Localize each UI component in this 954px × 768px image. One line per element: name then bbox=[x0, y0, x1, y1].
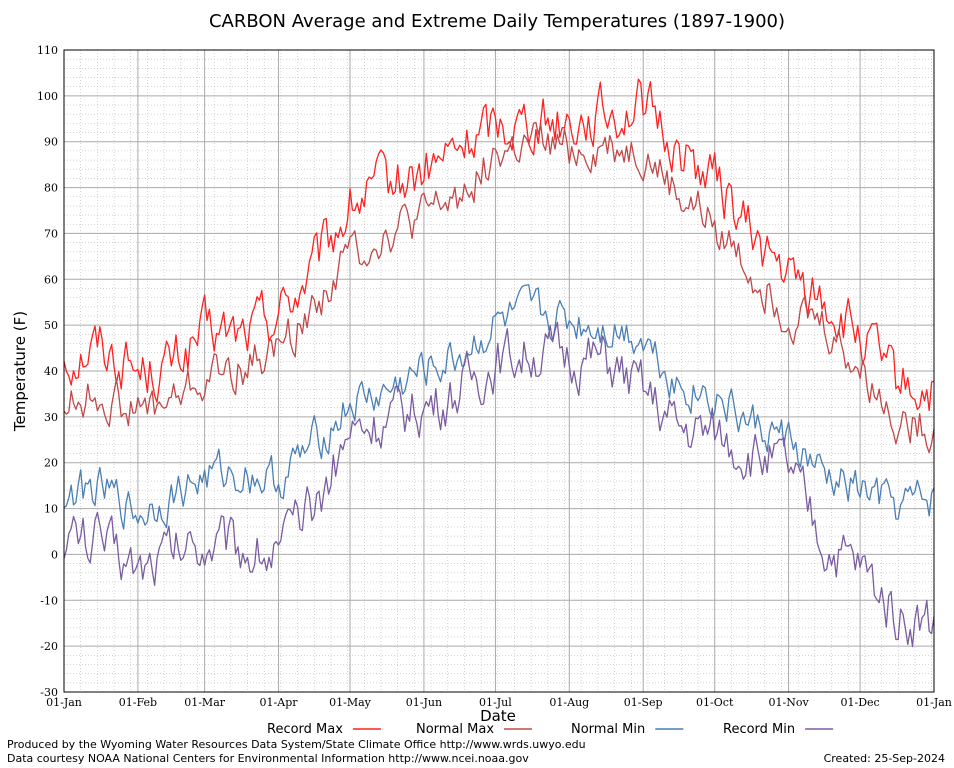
footer-created: Created: 25-Sep-2024 bbox=[824, 752, 945, 765]
y-tick-label: -10 bbox=[40, 594, 58, 607]
footer-produced-by: Produced by the Wyoming Water Resources … bbox=[7, 738, 586, 751]
x-tick-label: 01-Feb bbox=[119, 696, 157, 709]
y-tick-label: 0 bbox=[51, 548, 58, 561]
x-tick-label: 01-Dec bbox=[841, 696, 880, 709]
legend-label-normal-max: Normal Max bbox=[416, 722, 494, 737]
y-tick-label: 70 bbox=[44, 227, 58, 240]
x-tick-labels: 01-Jan 01-Feb 01-Mar 01-Apr 01-May 01-Jun 01-J… bbox=[46, 696, 952, 709]
x-tick-label: 01-Aug bbox=[549, 696, 589, 709]
y-tick-label: 10 bbox=[44, 503, 58, 516]
y-tick-label: 30 bbox=[44, 411, 58, 424]
series-line-normal-min bbox=[63, 284, 935, 530]
y-tick-label: 20 bbox=[44, 457, 58, 470]
x-tick-label: 01-Jul bbox=[479, 696, 512, 709]
x-tick-label: 01-Mar bbox=[184, 696, 226, 709]
y-tick-label: 60 bbox=[44, 273, 58, 286]
x-tick-label: 01-Apr bbox=[260, 696, 299, 709]
legend-label-record-min: Record Min bbox=[723, 722, 795, 737]
chart-title: CARBON Average and Extreme Daily Tempera… bbox=[209, 11, 785, 32]
y-tick-label: -30 bbox=[40, 686, 58, 699]
x-axis-label: Date bbox=[480, 707, 516, 725]
y-tick-label: 50 bbox=[44, 319, 58, 332]
grid bbox=[63, 49, 935, 693]
legend-label-normal-min: Normal Min bbox=[571, 722, 645, 737]
legend: Record Max Normal Max Normal Min Record Min bbox=[267, 722, 834, 737]
y-tick-label: 110 bbox=[37, 44, 58, 57]
x-tick-label: 01-Jan bbox=[916, 696, 952, 709]
series-line-record-max bbox=[63, 78, 935, 412]
y-tick-label: 90 bbox=[44, 136, 58, 149]
x-tick-label: 01-Oct bbox=[696, 696, 734, 709]
y-tick-label: 80 bbox=[44, 182, 58, 195]
legend-label-record-max: Record Max bbox=[267, 722, 343, 737]
x-tick-label: 01-May bbox=[329, 696, 372, 709]
series-layer bbox=[63, 78, 935, 648]
y-axis-label: Temperature (F) bbox=[11, 311, 29, 432]
series-line-normal-max bbox=[63, 121, 935, 454]
x-tick-label: 01-Sep bbox=[624, 696, 663, 709]
series-line-record-min bbox=[63, 321, 935, 648]
x-tick-label: 01-Jun bbox=[406, 696, 442, 709]
plot-frame bbox=[63, 49, 935, 693]
x-tick-label: 01-Jan bbox=[46, 696, 82, 709]
x-tick-label: 01-Nov bbox=[769, 696, 810, 709]
y-tick-label: 100 bbox=[37, 90, 58, 103]
footer-data-courtesy: Data courtesy NOAA National Centers for … bbox=[7, 752, 529, 765]
y-tick-label: -20 bbox=[40, 640, 58, 653]
y-tick-label: 40 bbox=[44, 365, 58, 378]
